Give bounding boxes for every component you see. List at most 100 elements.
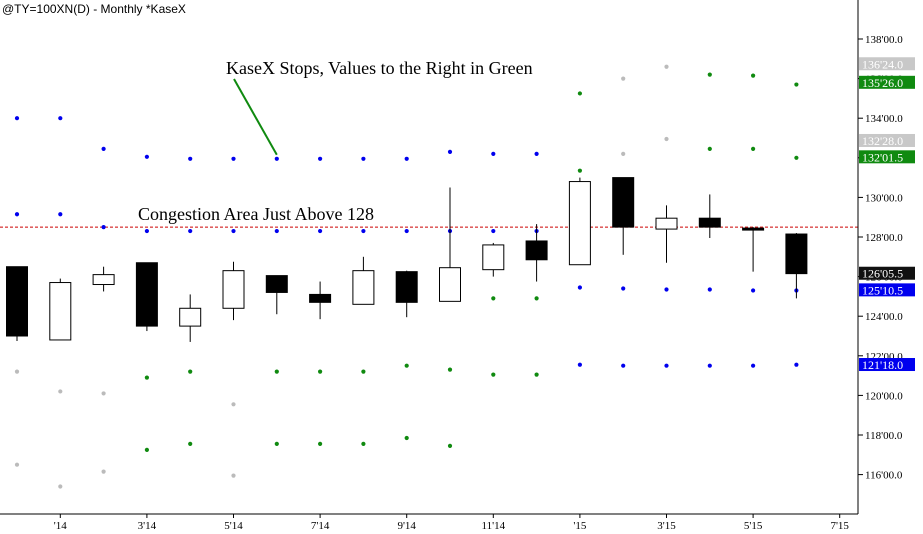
price-tag-label: 126'05.5 [862,267,903,281]
kasex-stop-dot [318,156,323,161]
kasex-stop-dot [58,389,63,394]
kasex-stop-dot [274,228,279,234]
kasex-stop-dot [404,363,409,368]
kasex-stop-dot [664,136,669,142]
y-tick-label: 138'00.0 [865,34,903,46]
price-tag-label: 132'28.0 [862,134,903,148]
kasex-stop-dot [144,228,149,234]
kasex-stop-dot [14,462,20,467]
kasex-stop-dot [188,228,193,234]
kasex-stop-dot [577,285,583,290]
kasex-stop-dot [491,372,496,377]
price-tag-label: 125'10.5 [862,283,903,297]
candle-body-up [352,270,375,305]
kasex-stop-dot [361,441,366,447]
candle-body-down [395,271,418,303]
price-tag-label: 132'01.5 [862,150,903,164]
candle-body-down [309,293,332,303]
kasex-stop-dot [707,287,712,292]
x-tick-label: 5'14 [224,520,243,532]
y-tick-label: 130'00.0 [865,192,903,204]
kasex-stop-dot [101,146,106,151]
kasex-stop-dot [58,116,63,121]
price-tag [859,283,915,297]
chart-title: @TY=100XN(D) - Monthly *KaseX [2,2,186,16]
y-tick-label: 116'00.0 [865,470,903,482]
kasex-stop-dot [664,287,669,292]
kasex-stop-dot [577,362,583,367]
kasex-stop-dot [491,151,496,156]
kasex-stop-dot [577,91,583,96]
kasex-stop-dot [794,155,799,160]
candle-body-down [6,266,28,337]
kasex-stop-dot [621,151,626,156]
kasex-stop-dot [188,369,193,374]
kasex-stop-dot [707,363,712,368]
x-tick-label: 7'14 [311,520,330,532]
price-tag [859,358,915,372]
y-tick-label: 120'00.0 [865,390,903,402]
x-tick-label: 7'15 [830,520,849,532]
kasex-stop-dot [144,154,149,159]
kasex-stop-dot [58,484,63,489]
kasex-stop-dot [144,375,149,380]
kasex-stop-dot [404,156,409,161]
x-tick-label: '15 [573,520,586,532]
candle-body-up [49,282,72,341]
candle-body-down [742,227,765,231]
candle-body-up [439,267,461,302]
kasex-stop-dot [274,369,279,374]
y-tick-label: 134'00.0 [865,113,903,125]
kasex-stop-dot [447,149,453,154]
price-tag-label: 135'26.0 [862,76,903,90]
kasex-stop-dot [361,156,366,161]
y-tick-label: 124'00.0 [865,311,903,323]
kasex-stop-dot [664,64,669,69]
kasex-stop-dot [534,151,539,156]
price-tag [859,266,915,280]
kasex-stop-dot [231,156,236,161]
kasex-stop-dot [231,402,236,407]
kasex-stops-layer [14,64,799,489]
candle-body-down [785,233,808,275]
price-tag [859,75,915,89]
kasex-stop-dot [14,116,20,121]
kasex-stop-dot [14,369,20,374]
candle-body-up [568,181,591,266]
kasex-stop-dot [231,473,236,478]
candle-body-down [135,262,158,327]
price-tag [859,57,915,71]
kasex-stop-dot [534,372,539,377]
kasex-stop-dot [751,288,756,293]
annotation-congestion-area: Congestion Area Just Above 128 [138,204,374,224]
kasex-stop-dot [664,363,669,368]
x-tick-label: 9'14 [397,520,416,532]
kasex-stop-dot [447,367,453,372]
kasex-stop-dot [231,228,236,234]
x-tick-label: 3'14 [138,520,157,532]
kasex-stop-dot [101,225,106,230]
kasex-stop-dot [751,73,756,78]
kasex-stop-dot [361,228,366,234]
kasex-stop-dot [794,362,799,367]
candle-body-down [698,217,721,228]
kasex-stop-dot [101,469,106,474]
annotation-arrow [233,78,278,156]
kasex-stop-dot [58,212,63,217]
candle-body-down [525,240,548,261]
kasex-stop-dot [14,212,20,217]
kasex-stop-dot [318,369,323,374]
y-tick-label: 118'00.0 [865,430,903,442]
kasex-stop-dot [188,441,193,447]
candlestick-layer [6,177,808,342]
kasex-stop-dot [751,363,756,368]
kasex-stop-dot [577,168,583,173]
kasex-stop-dot [318,441,323,447]
kasex-stop-dot [707,72,712,77]
kasex-stop-dot [274,156,279,161]
kasex-stop-dot [188,156,193,161]
candle-body-up [179,307,202,327]
kasex-stop-dot [447,443,453,448]
x-tick-label: 3'15 [657,520,676,532]
